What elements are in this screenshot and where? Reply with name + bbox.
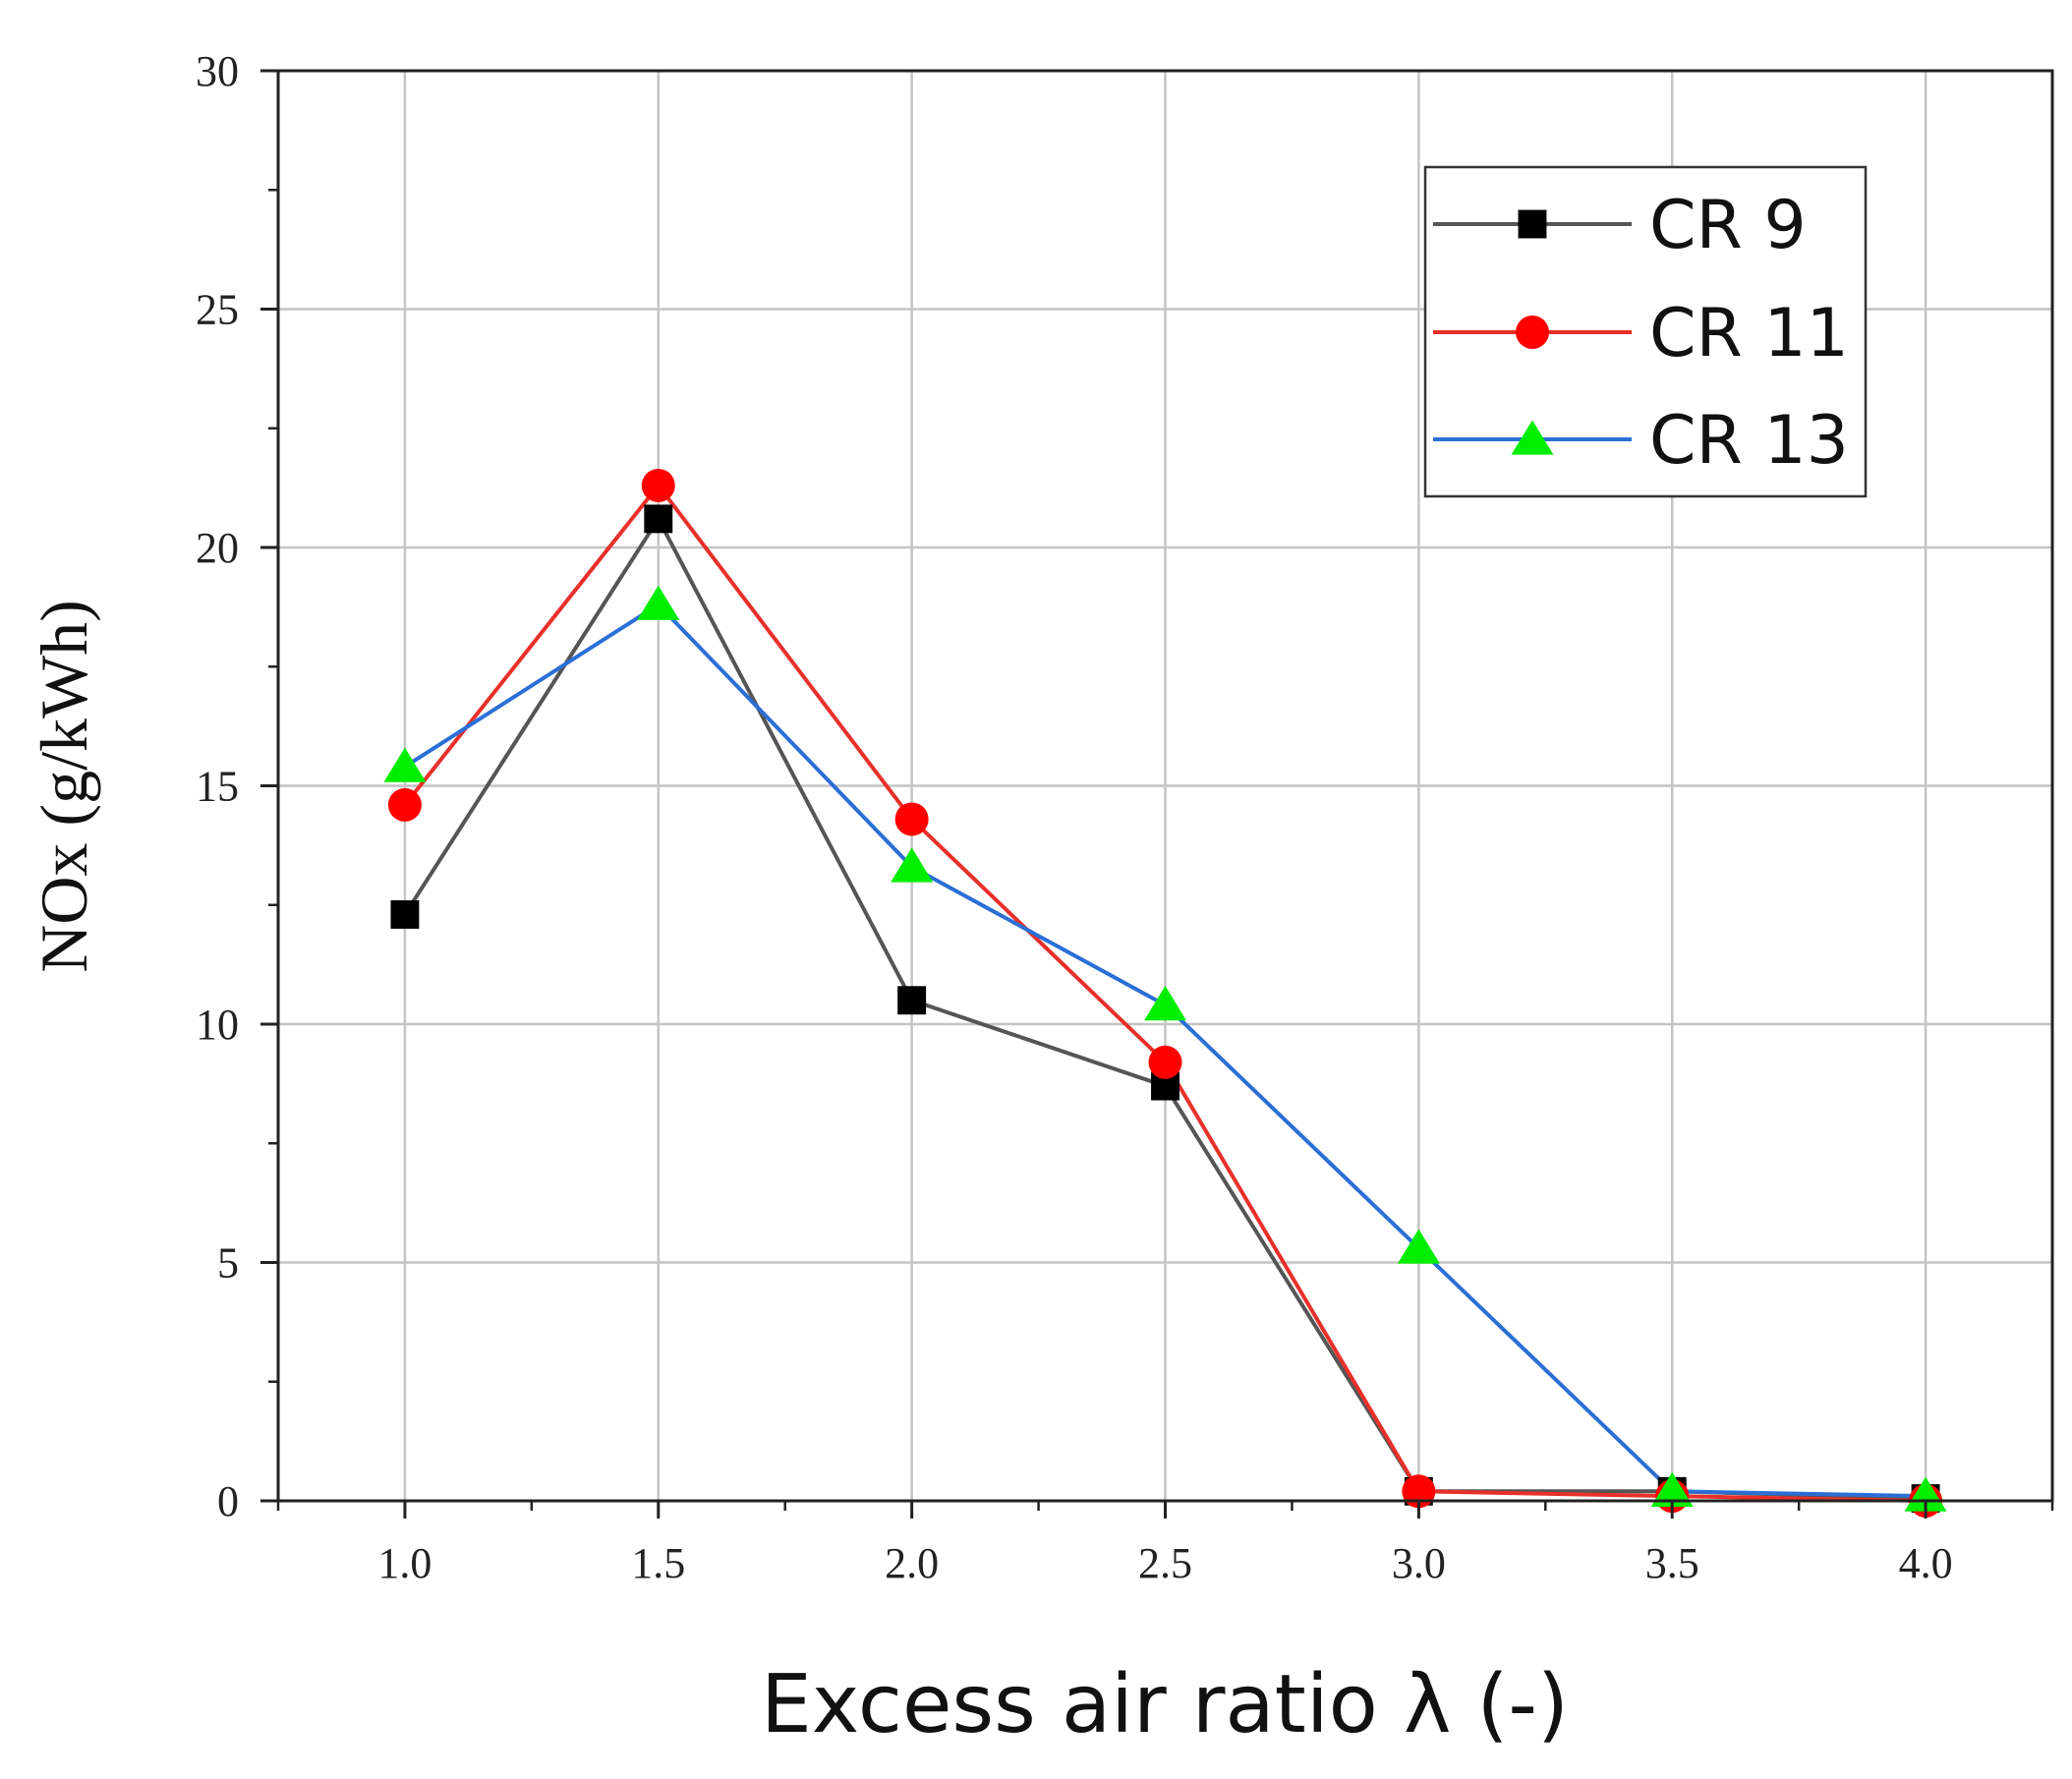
legend-label-cr-13: CR 13 (1649, 402, 1849, 480)
data-point-cr-13 (891, 847, 934, 883)
y-tick-label: 25 (196, 286, 239, 334)
data-point-cr-9 (897, 986, 927, 1015)
data-point-cr-13 (1904, 1476, 1947, 1512)
x-tick-label: 3.0 (1392, 1539, 1446, 1587)
y-tick-label: 20 (196, 524, 239, 572)
x-axis-tick-labels: 1.0 1.5 2.0 2.5 3.0 3.5 4.0 (377, 1539, 1952, 1587)
y-axis-tick-labels: 0 5 10 15 20 25 30 (196, 47, 239, 1525)
axis-ticks (260, 69, 2054, 1519)
x-tick-label: 2.0 (885, 1539, 939, 1587)
legend-marker-cr-9 (1518, 209, 1547, 239)
data-point-cr-9 (644, 504, 673, 534)
y-tick-label: 15 (196, 763, 239, 811)
y-tick-label: 5 (217, 1239, 239, 1288)
data-point-cr-13 (383, 747, 427, 782)
y-tick-label: 30 (196, 47, 239, 95)
y-tick-label: 10 (196, 1001, 239, 1049)
legend-marker-cr-13 (1511, 420, 1554, 455)
data-point-cr-11 (894, 802, 929, 836)
data-point-cr-11 (641, 468, 675, 502)
data-point-cr-13 (1397, 1229, 1440, 1264)
series-markers (383, 468, 1947, 1518)
legend: CR 9 CR 11 CR 13 (1423, 165, 1868, 498)
data-point-cr-9 (390, 900, 420, 929)
data-point-cr-11 (1148, 1045, 1182, 1079)
x-tick-label: 3.5 (1645, 1539, 1699, 1587)
x-tick-label: 1.5 (631, 1539, 685, 1587)
x-tick-label: 1.0 (377, 1539, 432, 1587)
legend-label-cr-9: CR 9 (1649, 187, 1807, 264)
y-axis-title: NOx (g/kWh) (27, 600, 101, 973)
x-axis-title: Excess air ratio λ (-) (761, 1658, 1569, 1751)
data-point-cr-13 (1143, 986, 1187, 1021)
y-tick-label: 0 (217, 1477, 239, 1525)
x-tick-label: 2.5 (1138, 1539, 1192, 1587)
x-tick-label: 4.0 (1899, 1539, 1953, 1587)
data-point-cr-11 (387, 787, 422, 822)
data-point-cr-13 (1650, 1471, 1694, 1507)
data-point-cr-13 (637, 585, 680, 620)
legend-marker-cr-11 (1516, 316, 1549, 349)
legend-label-cr-11: CR 11 (1649, 295, 1849, 373)
